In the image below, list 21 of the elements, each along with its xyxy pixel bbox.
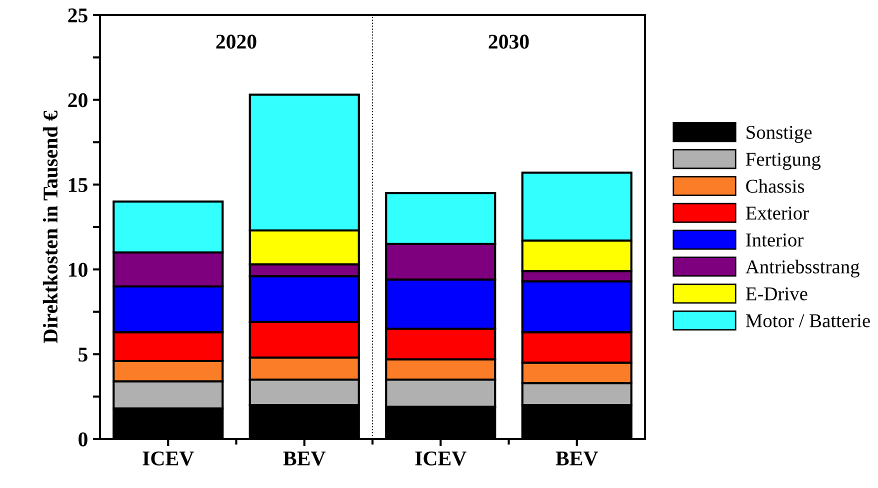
y-tick-label: 0	[78, 432, 88, 446]
y-tick-label: 25	[68, 8, 88, 22]
y-axis-title: Direktkosten in Tausend €	[42, 110, 58, 344]
legend-label: Chassis	[746, 179, 804, 193]
legend-label: Exterior	[746, 206, 809, 220]
y-tick-label: 10	[69, 262, 88, 277]
x-tick-label: BEV	[556, 452, 598, 466]
annotation: 2030	[488, 34, 529, 49]
legend-label: Antriebsstrang	[746, 260, 860, 278]
legend-label: E-Drive	[746, 287, 808, 300]
legend-label: Fertigung	[746, 152, 821, 170]
y-tick-label: 5	[78, 348, 88, 362]
legend-label: Motor / Batterie	[746, 314, 870, 328]
x-tick-label: ICEV	[142, 451, 194, 466]
x-tick-label: BEV	[283, 452, 326, 466]
legend-label: Sonstige	[746, 126, 812, 143]
legend-label: Interior	[746, 234, 804, 247]
y-tick-label: 15	[69, 178, 88, 192]
annotation: 2020	[216, 34, 256, 49]
x-tick-label: ICEV	[415, 451, 466, 466]
y-tick-label: 20	[68, 93, 88, 108]
